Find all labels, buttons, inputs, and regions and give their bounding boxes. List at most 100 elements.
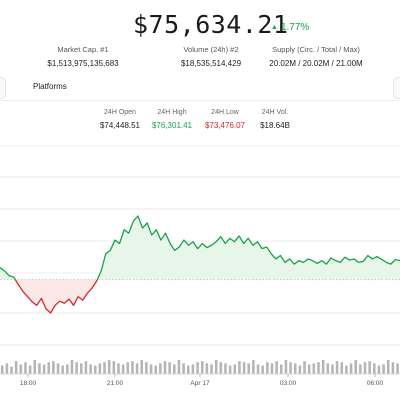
volume-bar: [321, 360, 325, 374]
volume-24h-label: 24H Vol.: [261, 109, 289, 116]
volume-bar: [149, 364, 153, 374]
chart-x-axis: 18:00 21:00 Apr 17 03:00 06:00: [0, 373, 400, 387]
volume-24h-value: $18.64B: [260, 121, 290, 130]
supply-value: 20.02M / 20.02M / 21.00M: [269, 59, 363, 68]
area-fill-down: [15, 279, 98, 313]
price-change-percent: 1.77%: [280, 22, 310, 33]
volume-bar: [159, 363, 162, 374]
volume-bar: [228, 365, 232, 374]
price-header: $75,634.21 ▲ 1.77%: [0, 8, 400, 42]
market-cap-stat: Market Cap. #1 $1,513,975,135,683: [38, 45, 128, 68]
market-cap-value: $1,513,975,135,683: [47, 59, 119, 68]
volume-bar: [75, 362, 78, 374]
volume-bar: [289, 362, 292, 374]
current-price: $75,634.21: [133, 10, 289, 39]
supply-stat: Supply (Circ. / Total / Max) 20.02M / 20…: [256, 45, 376, 68]
volume-bar: [66, 364, 69, 374]
high-stat: 24H High $76,301.41: [147, 109, 197, 130]
high-value: $76,301.41: [151, 121, 193, 130]
open-stat: 24H Open $74,448.51: [94, 109, 146, 130]
area-fill-up: [97, 216, 400, 280]
volume-bar: [386, 360, 390, 374]
volume-bar: [56, 363, 60, 374]
volume-bar: [112, 361, 116, 374]
open-label: 24H Open: [104, 109, 136, 116]
volume-bar: [293, 363, 297, 374]
volume-bar: [391, 362, 395, 374]
volume-bar: [331, 364, 334, 374]
volume-bar: [382, 364, 385, 374]
volume-bar: [89, 364, 92, 374]
volume-label: Volume (24h) #2: [183, 45, 239, 54]
volume-bar: [121, 364, 125, 374]
volume-bar: [326, 363, 330, 374]
volume-bar: [284, 360, 288, 374]
volume-bar: [140, 360, 144, 374]
volume-bar: [0, 365, 4, 374]
volume-bar: [238, 361, 241, 374]
volume-bar: [266, 362, 269, 374]
volume-bar: [52, 361, 55, 374]
price-line-up: [0, 267, 16, 280]
volume-bar: [317, 362, 320, 374]
volume-bar: [256, 364, 260, 374]
x-tick-label: 06:00: [367, 380, 384, 387]
volume-bar: [396, 363, 399, 374]
volume-bar: [107, 360, 111, 374]
volume-bar: [154, 365, 157, 374]
volume-bar: [131, 361, 134, 374]
volume-bar: [80, 363, 83, 374]
volume-bar: [103, 362, 106, 374]
volume-bar: [117, 363, 120, 374]
open-value: $74,448.51: [99, 121, 141, 130]
volume-bar: [182, 363, 185, 374]
volume-bar: [14, 361, 18, 374]
volume-bar: [224, 363, 227, 374]
volume-bar: [84, 361, 88, 374]
volume-stat: Volume (24h) #2 $18,535,514,429: [156, 45, 266, 68]
chart-area-fills: [0, 216, 400, 313]
price-line-up: [96, 215, 400, 280]
volume-bar: [298, 365, 302, 374]
volume-bar: [363, 362, 367, 374]
x-tick-label: 18:00: [20, 380, 37, 387]
volume-bar: [28, 365, 32, 374]
volume-bar: [93, 365, 97, 374]
volume-bar: [126, 362, 130, 374]
tab-divider: [0, 100, 400, 101]
volume-bar: [163, 361, 167, 374]
volume-bar: [173, 364, 176, 374]
volume-bar: [210, 364, 213, 374]
volume-bar: [359, 364, 362, 374]
volume-bar: [47, 362, 50, 374]
volume-bar: [261, 365, 264, 374]
volume-bar: [42, 364, 46, 374]
price-change: ▲ 1.77%: [271, 22, 309, 33]
x-tick-label: 21:00: [107, 380, 124, 387]
volume-bar: [177, 360, 181, 374]
volume-bar: [24, 362, 27, 374]
volume-bar: [345, 365, 348, 374]
volume-bar: [214, 360, 218, 374]
volume-bar: [280, 364, 283, 374]
x-tick-label: Apr 17: [190, 380, 210, 387]
market-cap-label: Market Cap. #1: [57, 45, 109, 54]
volume-bar: [70, 360, 74, 374]
volume-bar: [5, 363, 9, 374]
volume-bar: [145, 362, 148, 374]
volume-bar: [303, 361, 306, 374]
volume-bar: [19, 364, 23, 374]
volume-bar: [312, 363, 316, 374]
volume-bar: [349, 363, 353, 374]
tab-partial-right[interactable]: [393, 77, 400, 99]
volume-bar: [98, 363, 102, 374]
volume-bar: [242, 362, 246, 374]
up-arrow-icon: ▲: [271, 24, 278, 31]
tab-partial-left[interactable]: [0, 77, 6, 99]
volume-bar: [135, 363, 139, 374]
tab-platforms[interactable]: Platforms: [33, 82, 67, 91]
volume-bar: [373, 363, 376, 374]
volume-bar: [275, 361, 278, 374]
volume-bar: [61, 365, 64, 374]
